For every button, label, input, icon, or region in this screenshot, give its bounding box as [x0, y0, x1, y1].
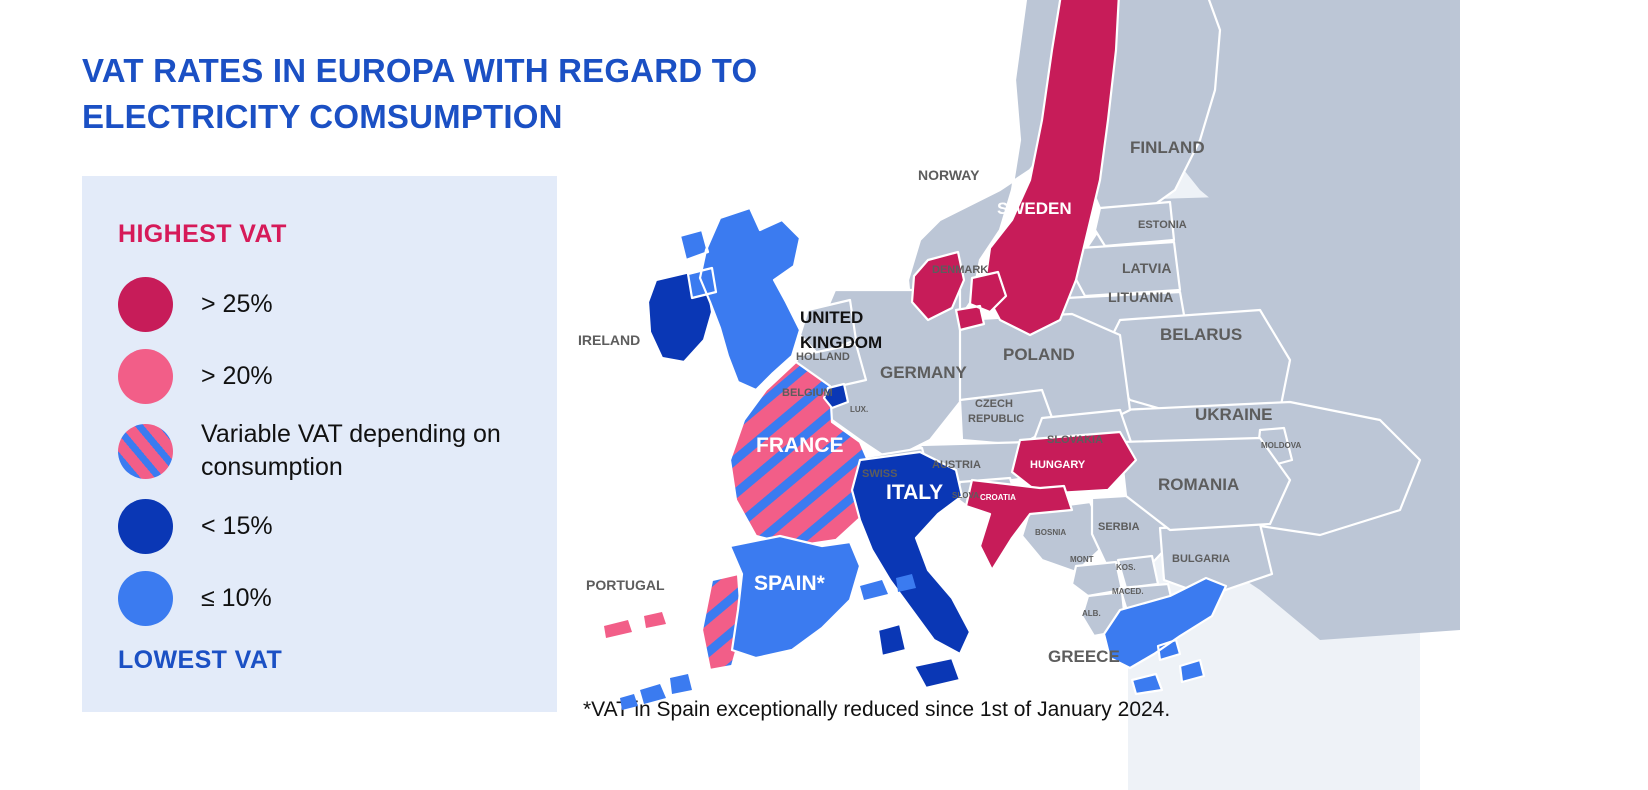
map-label-belgium: BELGIUM — [782, 387, 833, 399]
footnote: *VAT in Spain exceptionally reduced sinc… — [583, 698, 1171, 721]
map-label-latvia: LATVIA — [1122, 260, 1172, 276]
legend-swatch-striped-icon — [118, 423, 173, 479]
map-label-croatia: CROATIA — [980, 493, 1016, 502]
map-label-holland: HOLLAND — [796, 351, 850, 363]
map-label-ireland: IRELAND — [578, 332, 640, 348]
map-label-romania: ROMANIA — [1158, 475, 1239, 494]
legend-item-label: Variable VAT depending on consumption — [201, 420, 501, 481]
map-label-italy: ITALY — [886, 481, 943, 504]
map-label-slovenia: SLOVA. — [952, 491, 981, 500]
map-label-estonia: ESTONIA — [1138, 219, 1187, 231]
country-united-kingdom — [678, 206, 802, 392]
country-spain — [728, 534, 862, 660]
legend-item-gt20: > 20% — [118, 346, 538, 406]
map-label-lituania: LITUANIA — [1108, 289, 1173, 305]
legend-panel: HIGHEST VAT > 25% > 20% Variable VAT dep… — [82, 176, 557, 712]
map-label-france: FRANCE — [756, 434, 844, 457]
legend-item-label: < 15% — [201, 511, 273, 540]
legend-item-label: ≤ 10% — [201, 583, 272, 612]
map-label-ukraine: UKRAINE — [1195, 405, 1272, 424]
map-label-serbia: SERBIA — [1098, 521, 1140, 533]
country-denmark — [910, 250, 1008, 332]
legend-item-lte10: ≤ 10% — [118, 568, 538, 628]
map-label-kosovo: KOS. — [1116, 563, 1136, 572]
map-label-slovakia: SLOVAKIA — [1047, 434, 1103, 446]
page-title: VAT RATES IN EUROPA WITH REGARD TO ELECT… — [82, 52, 758, 135]
map-label-greece: GREECE — [1048, 647, 1120, 666]
country-france — [728, 360, 874, 548]
map-labels: NORWAY SWEDEN FINLAND DENMARK ESTONIA LA… — [578, 138, 1302, 666]
country-romania — [1118, 436, 1292, 532]
map-label-norway: NORWAY — [918, 167, 980, 183]
legend-item-lt15: < 15% — [118, 496, 538, 556]
map-label-poland: POLAND — [1003, 345, 1075, 364]
country-sweden — [982, 0, 1120, 337]
map-label-germany: GERMANY — [880, 363, 968, 382]
map-label-uk-2: KINGDOM — [800, 333, 882, 352]
legend-swatch-darkblue-icon — [118, 498, 173, 554]
map-label-albania: ALB. — [1082, 609, 1101, 618]
europe-map: NORWAY SWEDEN FINLAND DENMARK ESTONIA LA… — [560, 0, 1460, 710]
legend-swatch-crimson-icon — [118, 276, 173, 332]
legend-item-label: > 25% — [201, 289, 273, 318]
map-label-denmark: DENMARK — [932, 264, 988, 276]
legend-lowest-label: LOWEST VAT — [118, 646, 283, 674]
map-label-moldova: MOLDOVA — [1261, 441, 1302, 450]
country-italy — [850, 450, 972, 690]
country-estonia — [1093, 200, 1176, 248]
country-luxembourg — [822, 382, 850, 410]
map-label-montenegro: MONT — [1070, 555, 1094, 564]
legend-item-variable: Variable VAT depending on consumption — [118, 418, 538, 484]
country-greece — [1102, 576, 1228, 696]
map-label-belarus: BELARUS — [1160, 325, 1242, 344]
map-label-bosnia: BOSNIA — [1035, 528, 1066, 537]
map-label-uk-1: UNITED — [800, 308, 863, 327]
map-label-sweden: SWEDEN — [997, 199, 1072, 218]
map-label-spain: SPAIN* — [754, 572, 826, 595]
map-label-macedonia: MACED. — [1112, 587, 1144, 596]
map-label-czech2: REPUBLIC — [968, 413, 1024, 425]
map-label-bulgaria: BULGARIA — [1172, 553, 1230, 565]
legend-item-label: > 20% — [201, 361, 273, 390]
map-label-hungary: HUNGARY — [1030, 459, 1086, 471]
country-hungary — [1010, 430, 1138, 496]
country-kosovo — [1116, 554, 1160, 590]
map-label-portugal: PORTUGAL — [586, 577, 665, 593]
islands-canary — [620, 674, 692, 710]
legend-item-gt25: > 25% — [118, 274, 538, 334]
islands-azores — [604, 612, 666, 638]
map-label-swiss: SWISS — [862, 468, 897, 480]
country-croatia — [964, 478, 1074, 572]
legend-swatch-lightblue-icon — [118, 570, 173, 626]
islands-balearic — [860, 574, 916, 600]
map-label-austria: AUSTRIA — [932, 459, 981, 471]
map-label-finland: FINLAND — [1130, 138, 1205, 157]
legend-swatch-pink-icon — [118, 348, 173, 404]
map-label-czech: CZECH — [975, 398, 1013, 410]
map-label-luxembourg: LUX. — [850, 405, 868, 414]
legend-items: > 25% > 20% Variable VAT depending on co… — [118, 274, 538, 640]
legend-highest-label: HIGHEST VAT — [118, 220, 287, 248]
